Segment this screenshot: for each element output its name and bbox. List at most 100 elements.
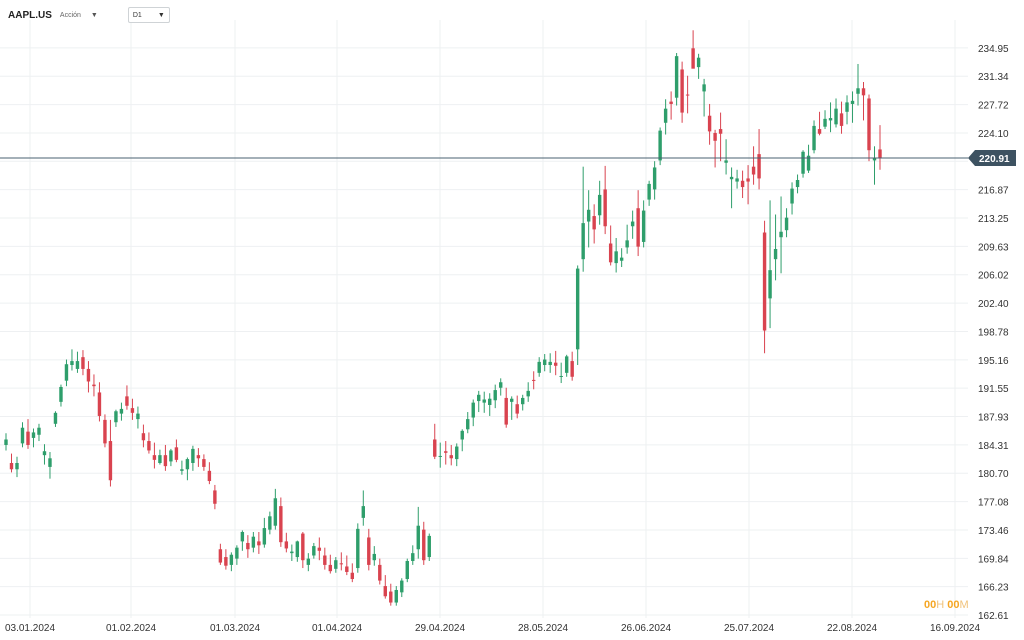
candle-body xyxy=(136,413,140,420)
y-tick-label: 166.23 xyxy=(978,583,1009,594)
symbol-label: AAPL.US xyxy=(8,9,52,21)
candle-body xyxy=(779,231,783,238)
candle-body xyxy=(273,498,278,526)
chart-toolbar: AAPL.US Acción ▼ D1 ▼ xyxy=(8,6,170,24)
candle-body xyxy=(482,399,486,403)
candle-body xyxy=(185,459,190,470)
candle-body xyxy=(339,563,344,565)
x-tick-label: 29.04.2024 xyxy=(415,623,465,634)
candle-body xyxy=(636,208,640,247)
candle-body xyxy=(586,209,591,222)
candle-body xyxy=(97,392,102,416)
candle-body xyxy=(559,375,563,377)
candle-body xyxy=(306,558,311,565)
candle-body xyxy=(301,533,305,561)
candle-body xyxy=(389,591,393,603)
y-tick-label: 162.61 xyxy=(978,611,1009,622)
candle-body xyxy=(163,455,168,467)
candle-body xyxy=(542,359,547,366)
y-tick-label: 184.31 xyxy=(978,441,1009,452)
candle-body xyxy=(823,118,827,127)
candle-body xyxy=(180,469,184,471)
candle-body xyxy=(125,396,129,406)
candle-body xyxy=(839,113,844,126)
candle-body xyxy=(251,536,256,548)
candle-body xyxy=(806,155,811,171)
x-tick-label: 01.04.2024 xyxy=(312,623,362,634)
candle-body xyxy=(768,270,772,299)
candle-body xyxy=(471,402,475,418)
candle-body xyxy=(674,56,679,98)
candle-body xyxy=(493,390,497,401)
candle-body xyxy=(504,397,508,425)
y-tick-label: 177.08 xyxy=(978,498,1009,509)
candle-body xyxy=(597,194,602,216)
y-tick-label: 195.16 xyxy=(978,356,1009,367)
y-tick-label: 206.02 xyxy=(978,271,1009,282)
candle-body xyxy=(729,176,734,180)
candle-body xyxy=(817,129,822,134)
candle-body xyxy=(488,398,492,405)
candle-body xyxy=(861,88,866,96)
candle-body xyxy=(279,506,283,543)
candle-body xyxy=(59,386,63,402)
candle-body xyxy=(438,455,442,457)
candle-body xyxy=(460,430,464,440)
candle-body xyxy=(564,356,569,373)
candle-body xyxy=(317,547,322,551)
candle-body xyxy=(383,586,387,597)
y-tick-label: 180.70 xyxy=(978,469,1009,480)
candle-body xyxy=(751,166,756,175)
current-price-label-bg xyxy=(968,149,1016,166)
symbol-dropdown-chevron-down-icon[interactable]: ▼ xyxy=(90,11,98,19)
x-tick-label: 16.09.2024 xyxy=(930,623,980,634)
timeframe-select[interactable]: D1 ▼ xyxy=(127,7,170,23)
candle-body xyxy=(119,408,124,414)
y-tick-label: 231.34 xyxy=(978,72,1009,83)
countdown-minutes-value: 00 xyxy=(947,599,960,611)
candle-body xyxy=(31,432,36,438)
candle-body xyxy=(427,535,431,558)
candle-body xyxy=(614,251,618,264)
asset-type-label: Acción xyxy=(59,11,81,19)
candle-body xyxy=(367,537,371,565)
candle-body xyxy=(75,361,80,369)
candle-body xyxy=(268,516,272,530)
candle-body xyxy=(603,189,607,227)
candle-body xyxy=(867,98,871,151)
timeframe-value: D1 xyxy=(132,11,142,19)
candle-body xyxy=(526,390,530,397)
candle-body xyxy=(411,553,415,561)
candle-body xyxy=(64,364,69,381)
candle-body xyxy=(257,541,261,546)
y-tick-label: 187.93 xyxy=(978,413,1009,424)
candle-body xyxy=(422,529,426,561)
x-tick-label: 22.08.2024 xyxy=(827,623,877,634)
candle-body xyxy=(323,555,327,565)
candle-body xyxy=(108,441,113,481)
candle-body xyxy=(284,541,289,549)
candle-body xyxy=(575,268,580,350)
candle-body xyxy=(696,57,701,68)
candle-body xyxy=(350,572,355,580)
candle-body xyxy=(707,115,712,132)
candle-body xyxy=(466,419,470,430)
y-tick-label: 234.95 xyxy=(978,44,1009,55)
candle-body xyxy=(191,448,195,463)
candle-body xyxy=(647,183,651,200)
x-tick-label: 01.02.2024 xyxy=(106,623,156,634)
x-tick-label: 28.05.2024 xyxy=(518,623,568,634)
candle-body xyxy=(70,361,74,366)
candle-body xyxy=(658,130,662,161)
candle-body xyxy=(246,542,250,550)
candle-body xyxy=(92,384,96,387)
candle-body xyxy=(845,102,849,112)
candle-body xyxy=(26,431,30,445)
candle-body xyxy=(872,158,877,161)
y-tick-label: 224.10 xyxy=(978,129,1009,140)
candle-body xyxy=(499,382,503,388)
candle-body xyxy=(521,397,525,405)
candle-countdown: 00H 00M xyxy=(924,599,969,611)
